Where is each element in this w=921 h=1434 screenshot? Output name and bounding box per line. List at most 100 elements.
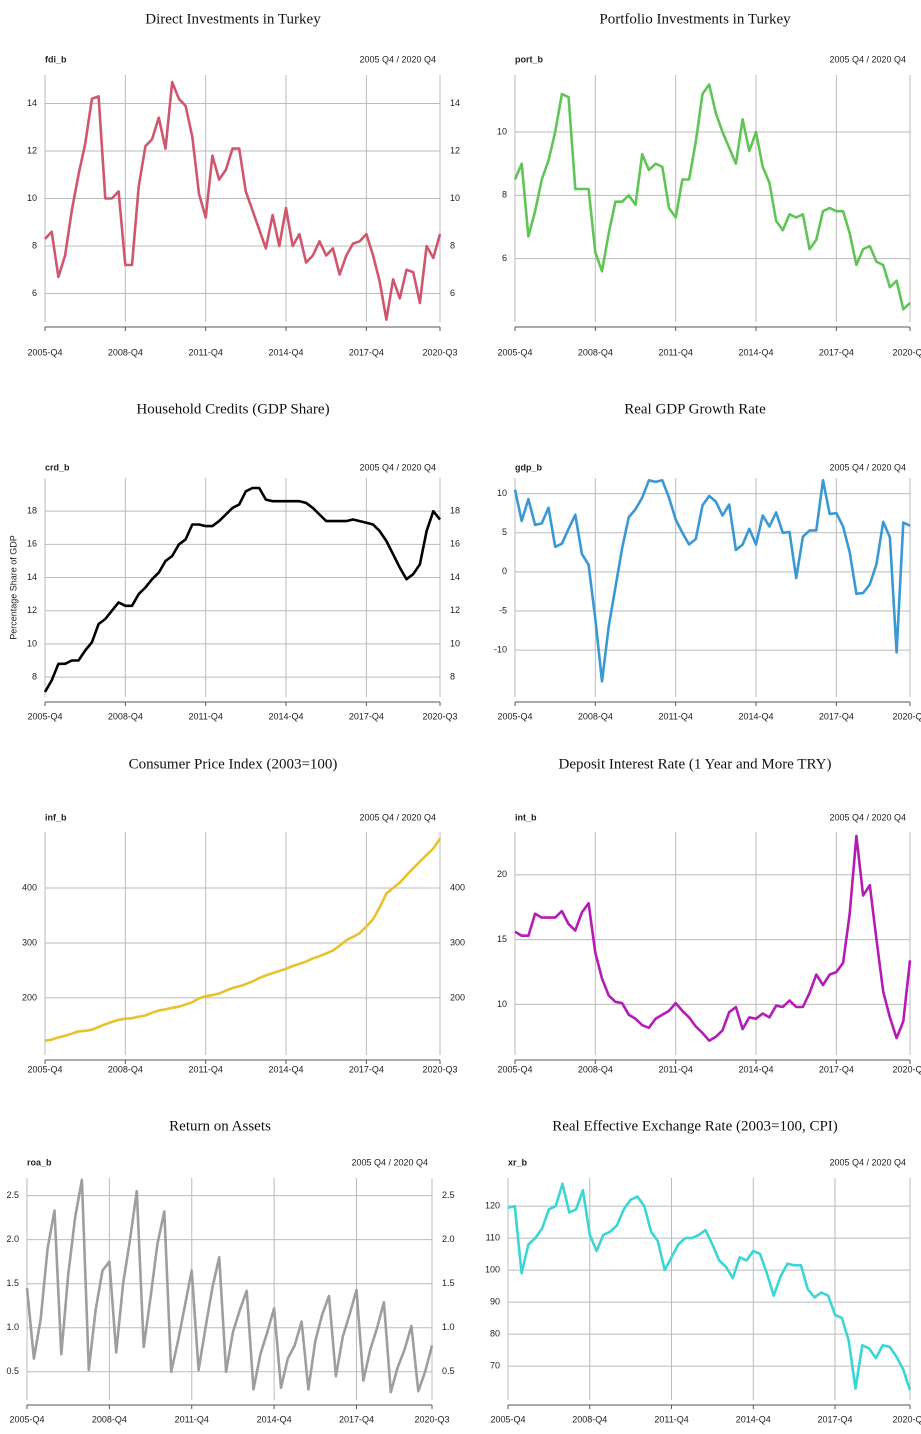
y-tick-label: 12 bbox=[27, 605, 37, 615]
y-tick-label-right: 10 bbox=[450, 638, 460, 648]
y-tick-label-right: 2.5 bbox=[442, 1190, 455, 1200]
y-tick-label: 8 bbox=[32, 671, 37, 681]
x-tick-label: 2011-Q4 bbox=[175, 1414, 209, 1424]
x-tick-label: 2014-Q4 bbox=[739, 1064, 774, 1074]
y-tick-label: -5 bbox=[499, 605, 507, 615]
y-tick-label-right: 6 bbox=[450, 288, 455, 298]
x-tick-label: 2005-Q4 bbox=[27, 1064, 62, 1074]
y-tick-label-right: 14 bbox=[450, 98, 460, 108]
y-tick-label: 8 bbox=[502, 190, 507, 200]
x-tick-label: 2008-Q4 bbox=[92, 1414, 127, 1424]
x-tick-label: 2005-Q4 bbox=[497, 711, 532, 721]
y-tick-label: 6 bbox=[32, 288, 37, 298]
y-tick-label: 90 bbox=[490, 1296, 500, 1306]
y-tick-label-right: 8 bbox=[450, 671, 455, 681]
period-label: 2005 Q4 / 2020 Q4 bbox=[359, 462, 436, 472]
y-tick-label: 300 bbox=[22, 937, 37, 947]
y-tick-label: 80 bbox=[490, 1328, 500, 1338]
series-line bbox=[44, 80, 442, 321]
x-tick-label: 2011-Q4 bbox=[658, 347, 692, 357]
y-tick-label: 5 bbox=[502, 527, 507, 537]
y-tick-label: 10 bbox=[497, 488, 507, 498]
series-line bbox=[513, 83, 911, 311]
y-tick-label: 70 bbox=[490, 1360, 500, 1370]
series-line bbox=[514, 834, 912, 1042]
y-tick-label: 1.0 bbox=[6, 1322, 19, 1332]
y-tick-label: 0.5 bbox=[6, 1366, 19, 1376]
y-tick-label-right: 12 bbox=[450, 605, 460, 615]
y-tick-label: 10 bbox=[497, 999, 507, 1009]
x-tick-label: 2005-Q4 bbox=[497, 347, 532, 357]
series-code: int_b bbox=[515, 812, 537, 822]
chart-title: Direct Investments in Turkey bbox=[145, 11, 321, 27]
x-tick-label: 2020-Q3 bbox=[422, 1064, 457, 1074]
y-axis-label: Percentage Share of GDP bbox=[8, 535, 18, 640]
series-line bbox=[44, 837, 442, 1042]
y-tick-label: 20 bbox=[497, 869, 507, 879]
x-tick-label: 2014-Q4 bbox=[269, 1064, 304, 1074]
y-tick-label-right: 0.5 bbox=[442, 1366, 455, 1376]
x-tick-label: 2020-Q3 bbox=[892, 1414, 921, 1424]
x-tick-label: 2011-Q4 bbox=[654, 1414, 688, 1424]
x-tick-label: 2020-Q3 bbox=[422, 711, 457, 721]
y-tick-label-right: 200 bbox=[450, 992, 465, 1002]
y-tick-label: 10 bbox=[27, 638, 37, 648]
y-tick-label-right: 14 bbox=[450, 572, 460, 582]
period-label: 2005 Q4 / 2020 Q4 bbox=[351, 1157, 428, 1167]
period-label: 2005 Q4 / 2020 Q4 bbox=[829, 462, 906, 472]
x-tick-label: 2017-Q4 bbox=[349, 711, 384, 721]
x-tick-label: 2005-Q4 bbox=[27, 347, 62, 357]
x-tick-label: 2017-Q4 bbox=[819, 1064, 854, 1074]
x-tick-label: 2017-Q4 bbox=[349, 347, 384, 357]
x-tick-label: 2005-Q4 bbox=[27, 711, 62, 721]
x-tick-label: 2017-Q4 bbox=[818, 1414, 853, 1424]
x-tick-label: 2008-Q4 bbox=[578, 1064, 613, 1074]
series-line bbox=[513, 479, 911, 683]
x-tick-label: 2017-Q4 bbox=[819, 711, 854, 721]
period-label: 2005 Q4 / 2020 Q4 bbox=[359, 54, 436, 64]
chart-title: Real GDP Growth Rate bbox=[624, 401, 766, 417]
x-tick-label: 2020-Q3 bbox=[422, 347, 457, 357]
x-tick-label: 2017-Q4 bbox=[819, 347, 854, 357]
y-tick-label-right: 8 bbox=[450, 240, 455, 250]
x-tick-label: 2014-Q4 bbox=[269, 711, 304, 721]
y-tick-label-right: 400 bbox=[450, 882, 465, 892]
x-tick-label: 2005-Q4 bbox=[490, 1414, 525, 1424]
chart-title: Deposit Interest Rate (1 Year and More T… bbox=[558, 756, 831, 772]
chart-title: Return on Assets bbox=[169, 1118, 271, 1134]
y-tick-label: 14 bbox=[27, 572, 37, 582]
y-tick-label: 16 bbox=[27, 539, 37, 549]
series-code: fdi_b bbox=[45, 54, 67, 64]
y-tick-label-right: 1.5 bbox=[442, 1278, 455, 1288]
x-tick-label: 2011-Q4 bbox=[658, 1064, 692, 1074]
x-tick-label: 2008-Q4 bbox=[572, 1414, 607, 1424]
series-code: gdp_b bbox=[515, 462, 542, 472]
y-tick-label-right: 12 bbox=[450, 145, 460, 155]
x-tick-label: 2008-Q4 bbox=[578, 711, 613, 721]
series-code: inf_b bbox=[45, 812, 67, 822]
chart-title: Portfolio Investments in Turkey bbox=[599, 11, 791, 27]
period-label: 2005 Q4 / 2020 Q4 bbox=[359, 812, 436, 822]
series-line bbox=[507, 1182, 912, 1391]
y-tick-label: 8 bbox=[32, 240, 37, 250]
chart-title: Household Credits (GDP Share) bbox=[136, 401, 329, 417]
y-tick-label: -10 bbox=[494, 644, 507, 654]
y-tick-label: 2.0 bbox=[6, 1234, 19, 1244]
series-code: roa_b bbox=[27, 1157, 52, 1167]
series-line bbox=[25, 1178, 434, 1394]
x-tick-label: 2020-Q3 bbox=[892, 1064, 921, 1074]
period-label: 2005 Q4 / 2020 Q4 bbox=[829, 54, 906, 64]
x-tick-label: 2011-Q4 bbox=[658, 711, 692, 721]
y-tick-label: 12 bbox=[27, 145, 37, 155]
y-tick-label: 200 bbox=[22, 992, 37, 1002]
x-tick-label: 2008-Q4 bbox=[108, 347, 143, 357]
y-tick-label-right: 18 bbox=[450, 506, 460, 516]
x-tick-label: 2017-Q4 bbox=[349, 1064, 384, 1074]
y-tick-label-right: 16 bbox=[450, 539, 460, 549]
x-tick-label: 2014-Q4 bbox=[269, 347, 304, 357]
x-tick-label: 2011-Q4 bbox=[188, 711, 222, 721]
x-tick-label: 2008-Q4 bbox=[108, 711, 143, 721]
x-tick-label: 2005-Q4 bbox=[9, 1414, 44, 1424]
y-tick-label: 10 bbox=[497, 126, 507, 136]
